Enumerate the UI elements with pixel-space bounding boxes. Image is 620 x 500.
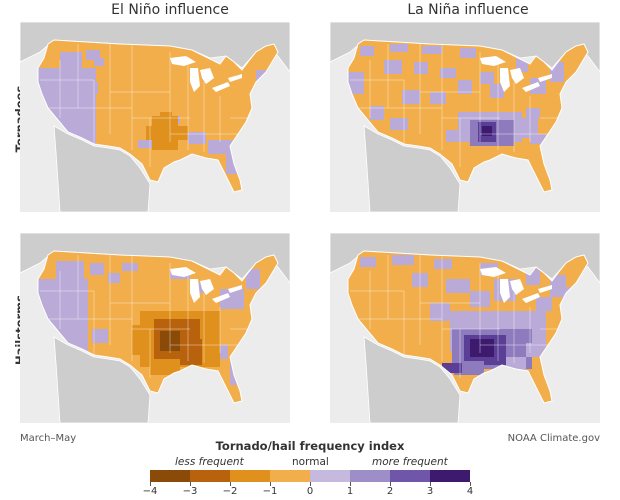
index-cell (392, 255, 414, 265)
source-credit: NOAA Climate.gov (507, 433, 600, 444)
legend-tick-label: 4 (466, 486, 474, 497)
map-panel-la-nina-tornadoes (330, 22, 600, 212)
index-cell (390, 118, 408, 130)
legend-title: Tornado/hail frequency index (215, 439, 405, 453)
index-cell (132, 325, 150, 355)
index-cell (440, 68, 456, 78)
index-cell (122, 263, 138, 271)
index-cell (446, 130, 460, 142)
index-cell (514, 118, 538, 138)
index-cell (160, 112, 172, 120)
legend-tick-label: −2 (222, 486, 238, 497)
index-cell (60, 52, 82, 68)
legend-swatch (150, 470, 190, 482)
index-cell (526, 108, 540, 118)
index-cell (108, 273, 120, 283)
legend-more-label: more frequent (372, 456, 448, 468)
index-cell (384, 60, 402, 74)
legend-tick-label: 1 (346, 486, 354, 497)
index-cell (414, 62, 428, 74)
legend-less-label: less frequent (175, 456, 244, 468)
legend-tick (150, 482, 151, 486)
index-cell (246, 269, 260, 289)
index-cell (390, 44, 408, 52)
index-cell (150, 359, 180, 375)
index-cell (422, 46, 442, 54)
index-cell (56, 261, 84, 283)
legend-tick (310, 482, 311, 486)
index-cell (474, 341, 490, 353)
index-cell (92, 329, 108, 343)
index-cell (200, 319, 220, 339)
index-cell (138, 140, 154, 148)
legend-tick (430, 482, 431, 486)
legend-swatch (190, 470, 230, 482)
column-title-el-nino: El Niño influence (111, 2, 229, 18)
map-panel-el-nino-hailstorms (20, 233, 290, 423)
legend-tick (470, 482, 471, 486)
index-cell (348, 72, 364, 94)
index-cell (480, 72, 494, 84)
legend-tick (350, 482, 351, 486)
legend-tick-label: −4 (142, 486, 158, 497)
index-cell (146, 126, 188, 140)
legend-normal-label: normal (292, 456, 329, 468)
column-title-la-nina: La Niña influence (407, 2, 529, 18)
index-cell (360, 257, 376, 267)
legend-tick-label: 0 (306, 486, 314, 497)
index-cell (498, 319, 528, 329)
legend-tick (190, 482, 191, 486)
legend-tick-label: 2 (386, 486, 394, 497)
index-cell (536, 297, 552, 311)
index-cell (94, 58, 104, 66)
index-cell (442, 363, 462, 373)
index-cell (360, 46, 374, 56)
index-cell (86, 50, 100, 60)
index-cell (370, 106, 384, 120)
legend-swatch (430, 470, 470, 482)
legend-tick (230, 482, 231, 486)
legend-swatch (270, 470, 310, 482)
legend-swatch (310, 470, 350, 482)
legend-color-bar (150, 470, 470, 482)
index-cell (402, 90, 420, 104)
index-cell (458, 80, 472, 94)
legend-tick (270, 482, 271, 486)
legend-tick (390, 482, 391, 486)
legend-tick-label: −3 (182, 486, 198, 497)
index-cell (90, 263, 104, 275)
legend-swatch (350, 470, 390, 482)
index-cell (460, 48, 476, 58)
index-cell (490, 84, 504, 98)
index-cell (188, 132, 206, 144)
legend-tick-label: 3 (426, 486, 434, 497)
legend-swatch (230, 470, 270, 482)
legend-swatch (390, 470, 430, 482)
index-cell (530, 134, 546, 144)
season-label: March–May (20, 433, 77, 444)
legend-tick-label: −1 (262, 486, 278, 497)
index-cell (430, 303, 450, 321)
index-cell (482, 126, 492, 136)
index-cell (434, 259, 452, 269)
index-cell (446, 279, 470, 293)
index-cell (430, 92, 446, 104)
map-panel-el-nino-tornadoes (20, 22, 290, 212)
map-panel-la-nina-hailstorms (330, 233, 600, 423)
index-cell (82, 82, 98, 94)
